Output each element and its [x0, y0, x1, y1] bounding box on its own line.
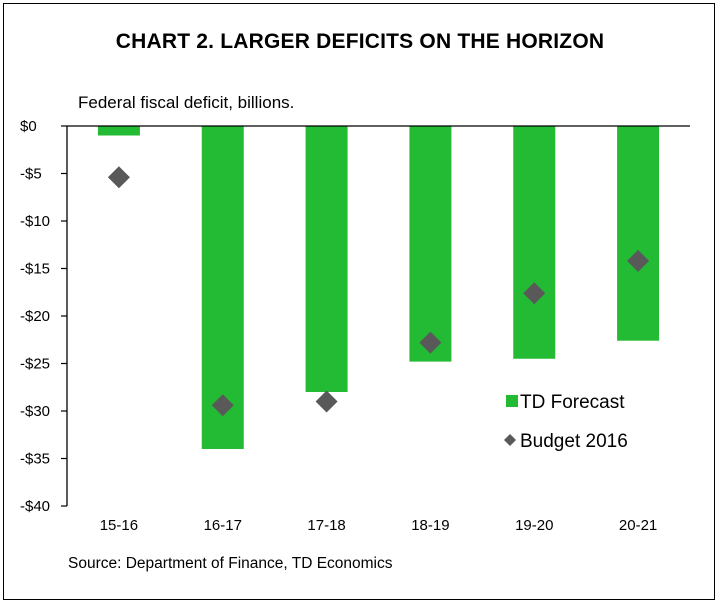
x-tick-label: 18-19 — [411, 517, 449, 534]
legend-label-budget-2016: Budget 2016 — [520, 431, 628, 452]
bar-15-16 — [97, 126, 140, 136]
chart-title: CHART 2. LARGER DEFICITS ON THE HORIZON — [115, 30, 605, 53]
marker-group — [107, 166, 650, 417]
chart-frame — [3, 3, 715, 600]
x-axis-ticks: 15-16 16-17 17-18 18-19 19-20 20-21 — [100, 517, 658, 534]
marker-18-19 — [419, 331, 442, 354]
bar-17-18 — [305, 126, 348, 392]
y-tick-label: -$20 — [20, 308, 50, 325]
y-tick-label: -$30 — [20, 403, 50, 420]
x-tick-label: 15-16 — [100, 517, 138, 534]
x-tick-label: 20-21 — [619, 517, 657, 534]
y-tick-label: -$35 — [20, 451, 50, 468]
x-tick-label: 19-20 — [515, 517, 553, 534]
x-tick-label: 17-18 — [307, 517, 345, 534]
marker-19-20 — [523, 282, 546, 305]
marker-16-17 — [211, 394, 234, 417]
y-axis-ticks: $0 -$5 -$10 -$15 -$20 -$25 -$30 -$35 -$40 — [20, 118, 67, 515]
chart-subtitle: Federal fiscal deficit, billions. — [78, 93, 295, 112]
legend-swatch-budget-2016 — [504, 434, 516, 446]
y-tick-label: -$40 — [20, 498, 50, 515]
marker-15-16 — [107, 166, 130, 189]
bar-20-21 — [617, 126, 660, 341]
chart-source: Source: Department of Finance, TD Econom… — [68, 555, 393, 572]
y-tick-label: -$10 — [20, 213, 50, 230]
y-tick-label: -$25 — [20, 356, 50, 373]
legend: TD Forecast Budget 2016 — [504, 392, 628, 452]
bar-19-20 — [513, 126, 556, 359]
y-tick-label: $0 — [20, 118, 37, 135]
y-tick-label: -$15 — [20, 261, 50, 278]
marker-20-21 — [627, 249, 650, 272]
marker-17-18 — [315, 390, 338, 413]
x-tick-label: 16-17 — [204, 517, 242, 534]
legend-swatch-td-forecast — [506, 395, 518, 407]
bar-group — [97, 126, 660, 449]
y-tick-label: -$5 — [20, 166, 42, 183]
bar-18-19 — [409, 126, 452, 362]
legend-label-td-forecast: TD Forecast — [520, 392, 625, 413]
